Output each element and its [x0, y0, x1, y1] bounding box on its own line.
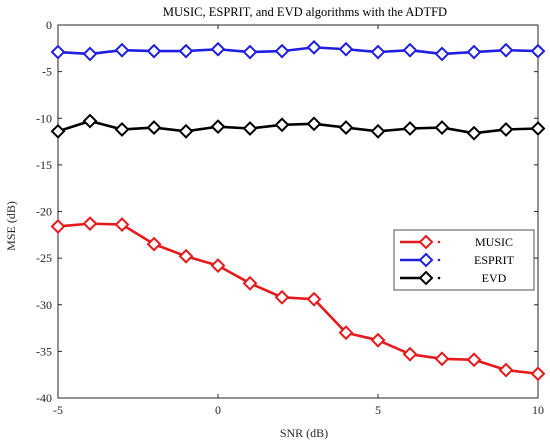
data-point: [306, 116, 322, 132]
y-tick-label: -30: [36, 298, 52, 312]
data-point: [210, 41, 226, 57]
series-music: [50, 216, 546, 382]
data-point: [178, 248, 194, 264]
legend-item-esprit: ESPRIT: [400, 252, 515, 268]
data-point: [338, 325, 354, 341]
series-layer: [50, 39, 546, 382]
y-axis: 0 -5 -10 -15 -20 -25 -30 -35 -40: [36, 18, 538, 405]
y-tick-label: -40: [36, 391, 52, 405]
legend-label: EVD: [482, 271, 507, 285]
data-point: [114, 217, 130, 232]
data-point: [50, 123, 66, 139]
x-tick-label: 0: [215, 403, 221, 417]
data-point: [146, 43, 162, 59]
x-axis: -5 0 5 10: [53, 25, 544, 417]
plot-area: [57, 24, 539, 399]
data-point: [434, 120, 450, 135]
data-point: [146, 236, 162, 252]
data-point: [370, 123, 386, 139]
y-tick-label: -5: [42, 65, 52, 79]
data-point: [146, 120, 162, 135]
legend: MUSIC ESPRIT EVD: [393, 229, 535, 291]
data-point: [242, 44, 258, 60]
data-point: [82, 216, 98, 232]
data-point: [50, 219, 66, 234]
series-line-esprit: [57, 46, 539, 56]
legend-marker: [418, 252, 434, 268]
data-point: [466, 44, 482, 60]
legend-label: MUSIC: [475, 235, 513, 249]
data-point: [274, 289, 290, 305]
data-point: [338, 120, 354, 135]
series-evd: [50, 113, 546, 141]
data-point: [498, 42, 514, 58]
data-point: [306, 291, 322, 307]
y-tick-label: -10: [36, 111, 52, 125]
data-point: [210, 258, 226, 273]
data-point: [114, 42, 130, 58]
data-point: [370, 332, 386, 348]
data-point: [210, 119, 226, 135]
chart-title: MUSIC, ESPRIT, and EVD algorithms with t…: [163, 5, 447, 19]
data-point: [178, 123, 194, 139]
data-point: [274, 117, 290, 133]
legend-dot: [437, 258, 441, 262]
series-line-music: [57, 222, 539, 376]
y-tick-label: 0: [46, 18, 52, 32]
data-point: [178, 43, 194, 59]
series-esprit: [50, 39, 546, 62]
legend-item-evd: EVD: [400, 270, 507, 286]
data-point: [274, 43, 290, 59]
data-point: [338, 41, 354, 57]
data-point: [242, 275, 258, 291]
data-point: [434, 46, 450, 62]
data-point: [530, 121, 546, 136]
legend-dot: [437, 240, 441, 244]
data-point: [466, 352, 482, 368]
legend-label: ESPRIT: [474, 253, 515, 267]
data-point: [50, 44, 66, 60]
data-point: [498, 362, 514, 378]
data-point: [82, 113, 98, 129]
data-point: [530, 366, 546, 382]
y-tick-label: -15: [36, 158, 52, 172]
legend-marker: [418, 234, 434, 250]
x-tick-label: -5: [53, 403, 63, 417]
x-axis-label: SNR (dB): [280, 426, 328, 440]
plot-frame: [57, 24, 539, 399]
data-point: [402, 346, 418, 362]
data-point: [466, 125, 482, 141]
data-point: [530, 43, 546, 59]
data-point: [242, 121, 258, 136]
legend-item-music: MUSIC: [400, 234, 513, 250]
data-point: [370, 44, 386, 60]
data-point: [114, 122, 130, 137]
data-point: [402, 121, 418, 136]
y-tick-label: -25: [36, 251, 52, 265]
data-point: [498, 122, 514, 137]
y-axis-label: MSE (dB): [4, 201, 18, 251]
data-point: [402, 42, 418, 58]
data-point: [306, 39, 322, 55]
series-line-evd: [57, 119, 539, 135]
data-point: [434, 351, 450, 367]
y-tick-label: -35: [36, 344, 52, 358]
y-tick-label: -20: [36, 205, 52, 219]
legend-marker: [418, 270, 434, 286]
x-tick-label: 10: [532, 403, 544, 417]
x-tick-label: 5: [375, 403, 381, 417]
legend-dot: [437, 276, 441, 280]
data-point: [82, 46, 98, 62]
